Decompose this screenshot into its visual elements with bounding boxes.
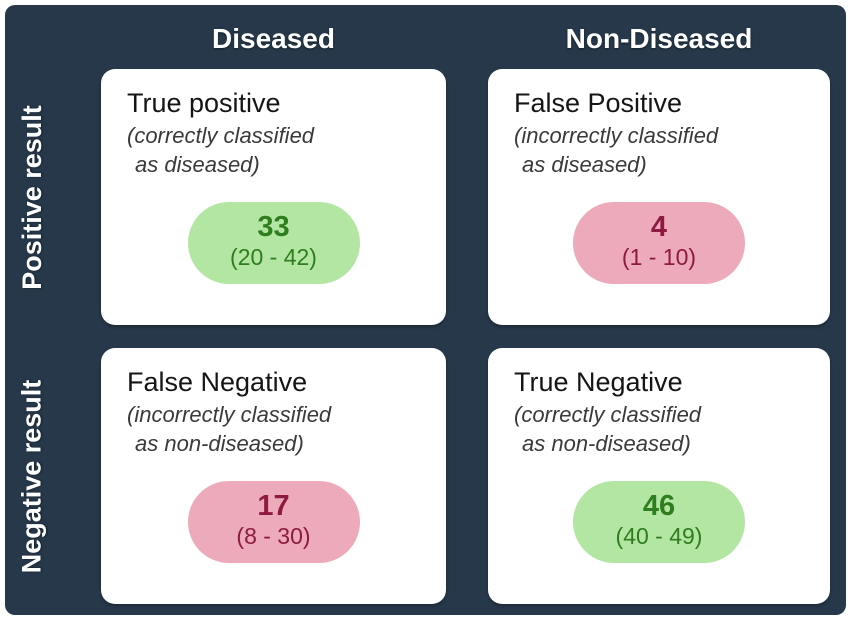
true-negative-count-pill: 46 (40 - 49) (573, 481, 745, 563)
cell-subtitle: (incorrectly classified as diseased) (514, 121, 804, 180)
cell-subtitle: (incorrectly classified as non-diseased) (127, 400, 420, 459)
true-positive-count-pill: 33 (20 - 42) (187, 202, 360, 284)
pill-container: 17 (8 - 30) (127, 481, 420, 563)
cell-subtitle: (correctly classified as non-diseased) (514, 400, 804, 459)
cell-subtitle: (correctly classified as diseased) (127, 121, 420, 180)
cell-subtitle-line1: (correctly classified (514, 401, 702, 427)
count-value: 4 (650, 211, 668, 244)
false-negative-count-pill: 17 (8 - 30) (187, 481, 360, 563)
pill-container: 33 (20 - 42) (127, 202, 420, 284)
confusion-matrix-panel: Diseased Non-Diseased Positive result Ne… (5, 5, 846, 615)
cell-false-positive: False Positive (incorrectly classified a… (488, 69, 830, 325)
matrix-grid: Diseased Non-Diseased Positive result Ne… (5, 5, 846, 615)
column-header-non-diseased: Non-Diseased (488, 5, 830, 69)
cell-true-positive: True positive (correctly classified as d… (101, 69, 446, 325)
row-header-negative-result: Negative result (5, 348, 59, 604)
cell-title: False Positive (514, 88, 683, 118)
cell-title: False Negative (127, 367, 308, 397)
cell-title: True Negative (514, 367, 683, 397)
false-positive-count-pill: 4 (1 - 10) (573, 202, 745, 284)
cell-subtitle-line1: (incorrectly classified (514, 122, 719, 148)
cell-true-negative: True Negative (correctly classified as n… (488, 348, 830, 604)
row-header-label: Positive result (16, 104, 47, 290)
cell-subtitle-line1: (correctly classified (127, 122, 315, 148)
cell-false-negative: False Negative (incorrectly classified a… (101, 348, 446, 604)
cell-subtitle-line2: as diseased) (135, 152, 260, 178)
count-range: (20 - 42) (230, 243, 317, 270)
count-range: (1 - 10) (621, 243, 697, 270)
count-range: (8 - 30) (236, 522, 311, 549)
column-header-diseased: Diseased (101, 5, 446, 69)
pill-container: 46 (40 - 49) (514, 481, 804, 563)
cell-subtitle-line2: as diseased) (522, 152, 647, 178)
count-value: 46 (642, 490, 676, 523)
pill-container: 4 (1 - 10) (514, 202, 804, 284)
count-value: 33 (257, 211, 290, 244)
row-header-label: Negative result (16, 379, 47, 573)
cell-title: True positive (127, 88, 281, 118)
count-value: 17 (257, 490, 290, 523)
cell-subtitle-line2: as non-diseased) (135, 431, 304, 457)
count-range: (40 - 49) (615, 522, 703, 549)
row-header-positive-result: Positive result (5, 69, 59, 325)
cell-subtitle-line2: as non-diseased) (522, 431, 691, 457)
column-header-label: Non-Diseased (565, 23, 753, 54)
cell-subtitle-line1: (incorrectly classified (127, 401, 332, 427)
column-header-label: Diseased (212, 23, 335, 54)
